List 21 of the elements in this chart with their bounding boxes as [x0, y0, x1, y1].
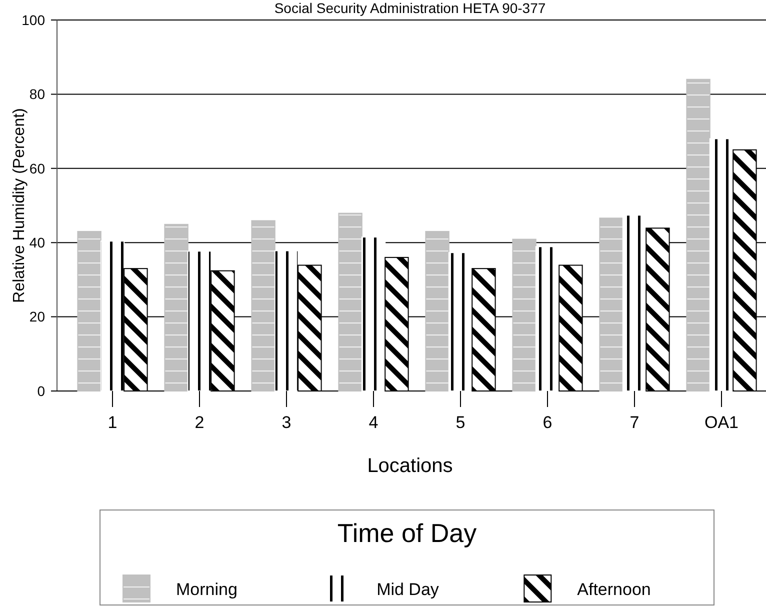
x-tick-label: 5: [456, 413, 466, 432]
x-tick-label: 2: [194, 413, 204, 432]
legend-title: Time of Day: [337, 518, 477, 548]
chart-title: Social Security Administration HETA 90-377: [274, 0, 546, 16]
x-tick-label: 4: [368, 413, 378, 432]
y-tick-label: 20: [29, 308, 46, 325]
y-axis-title: Relative Humidity (Percent): [11, 108, 28, 303]
x-tick-label: 6: [542, 413, 552, 432]
x-tick-label: OA1: [704, 413, 739, 432]
y-tick-label: 0: [37, 382, 46, 399]
y-tick-label: 100: [22, 12, 46, 28]
legend-label: Afternoon: [577, 580, 651, 599]
x-tick-label: 7: [630, 413, 640, 432]
legend-label: Mid Day: [376, 580, 440, 599]
x-axis-title: Locations: [367, 455, 453, 477]
x-tick-label: 3: [282, 413, 292, 432]
y-tick-label: 60: [29, 160, 46, 176]
y-tick-label: 80: [29, 86, 46, 102]
x-tick-label: 1: [108, 413, 118, 432]
legend-label: Morning: [176, 580, 238, 599]
y-tick-label: 40: [29, 234, 46, 250]
